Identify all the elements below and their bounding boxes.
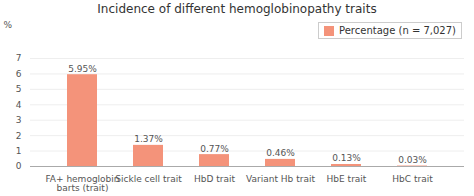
svg-text:5.95%: 5.95% <box>68 64 97 74</box>
svg-text:2: 2 <box>16 131 22 141</box>
svg-text:0.13%: 0.13% <box>332 153 361 163</box>
html-text:Incidence of different hemoglo: Incidence of different hemoglobinopathy … <box>97 2 377 16</box>
svg-text:HbD trait: HbD trait <box>194 174 236 184</box>
svg-text:HbC trait: HbC trait <box>392 174 433 184</box>
svg-text:0.77%: 0.77% <box>200 144 229 154</box>
svg-text:3: 3 <box>16 115 22 125</box>
svg-text:0.03%: 0.03% <box>398 155 427 165</box>
svg-text:0.46%: 0.46% <box>266 148 295 158</box>
svg-text:1.37%: 1.37% <box>134 134 163 144</box>
svg-text:7: 7 <box>16 53 22 63</box>
svg-text:4: 4 <box>16 100 22 110</box>
svg-text:HbE trait: HbE trait <box>327 174 367 184</box>
svg-text:%: % <box>4 20 13 30</box>
svg-text:6: 6 <box>16 69 22 79</box>
svg-text:Variant Hb trait: Variant Hb trait <box>246 174 315 184</box>
svg-text:0: 0 <box>16 161 22 171</box>
svg-text:Sickle cell trait: Sickle cell trait <box>115 174 182 184</box>
svg-text:1: 1 <box>16 146 22 156</box>
svg-text:FA+ hemoglobinbarts (trait): FA+ hemoglobinbarts (trait) <box>45 174 119 193</box>
html-text:Percentage (n = 7,027): Percentage (n = 7,027) <box>339 25 456 36</box>
svg-text:5: 5 <box>16 84 22 94</box>
